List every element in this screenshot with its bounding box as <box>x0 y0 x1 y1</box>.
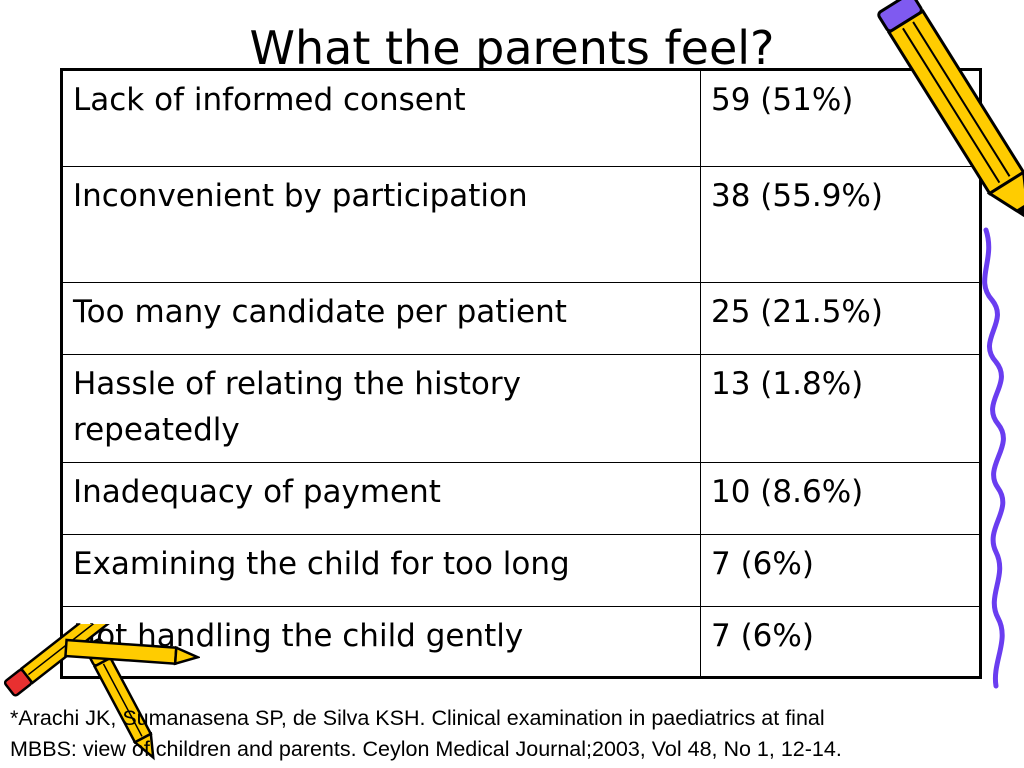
reason-cell: Inconvenient by participation <box>61 166 701 283</box>
table-row: Inconvenient by participation 38 (55.9%) <box>61 166 981 283</box>
citation-footnote: *Arachi JK, Sumanasena SP, de Silva KSH.… <box>10 703 1014 765</box>
footnote-line: MBBS: view of children and parents. Ceyl… <box>10 737 842 761</box>
reason-cell: Examining the child for too long <box>61 534 701 607</box>
table-row: Lack of informed consent 59 (51%) <box>61 69 981 167</box>
reason-cell: Too many candidate per patient <box>61 282 701 355</box>
table-row: Hassle of relating the history repeatedl… <box>61 354 981 463</box>
data-table: Lack of informed consent 59 (51%) Inconv… <box>60 68 982 679</box>
reason-cell: Hassle of relating the history repeatedl… <box>61 354 701 463</box>
reason-cell: Lack of informed consent <box>61 69 701 167</box>
count-cell: 10 (8.6%) <box>700 462 981 535</box>
count-cell: 13 (1.8%) <box>700 354 981 463</box>
table-row: Too many candidate per patient 25 (21.5%… <box>61 282 981 355</box>
slide-title: What the parents feel? <box>249 21 775 75</box>
count-cell: 7 (6%) <box>700 606 981 678</box>
count-cell: 7 (6%) <box>700 534 981 607</box>
pencil-squiggle-icon <box>877 0 1024 689</box>
footnote-line: *Arachi JK, Sumanasena SP, de Silva KSH.… <box>10 706 825 730</box>
reason-cell: Inadequacy of payment <box>61 462 701 535</box>
table-row: Inadequacy of payment 10 (8.6%) <box>61 462 981 535</box>
table-row: Examining the child for too long 7 (6%) <box>61 534 981 607</box>
count-cell: 25 (21.5%) <box>700 282 981 355</box>
crossed-pencils-icon <box>3 624 200 761</box>
